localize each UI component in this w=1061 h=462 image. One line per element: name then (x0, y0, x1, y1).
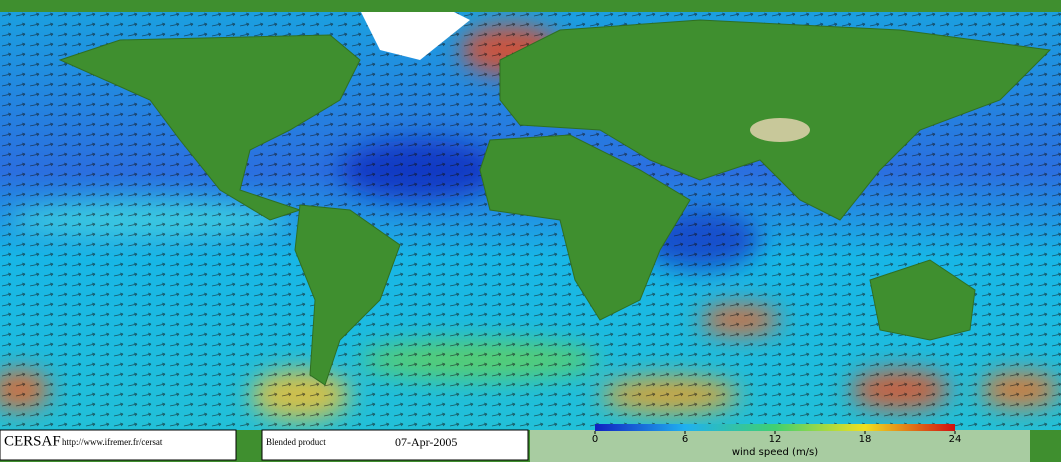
product-box (261, 429, 529, 461)
colorbar-tick-label: 0 (592, 434, 598, 445)
colorbar-tick-label: 6 (682, 434, 688, 445)
colorbar (595, 424, 955, 431)
url: http://www.ifremer.fr/cersat (62, 437, 163, 447)
date: 07-Apr-2005 (395, 435, 457, 449)
colorbar-label: wind speed (m/s) (732, 447, 818, 458)
logo: CERSAF (4, 433, 61, 449)
continents (0, 0, 1061, 386)
product: Blended product (266, 437, 326, 447)
colorbar-tick-label: 24 (949, 434, 962, 445)
logo-box (0, 429, 237, 461)
colorbar-tick-label: 12 (769, 434, 782, 445)
colorbar-tick-label: 18 (859, 434, 872, 445)
colorbar-panel (530, 430, 1030, 462)
